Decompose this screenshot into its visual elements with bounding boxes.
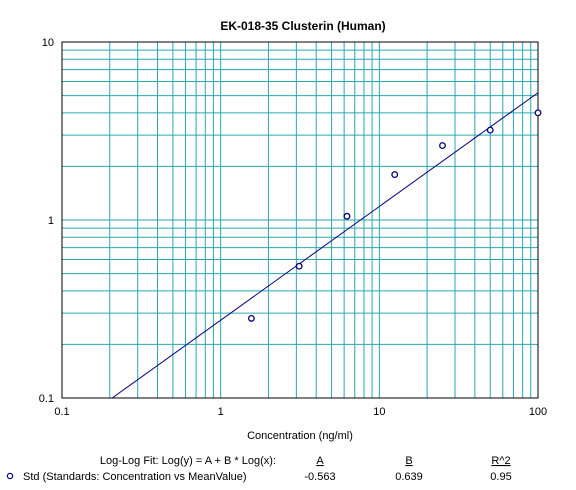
y-tick-labels: 0.1 1 10 <box>39 37 54 405</box>
fit-header-a: A <box>316 455 324 467</box>
data-point <box>439 142 446 149</box>
fit-value-b: 0.639 <box>395 471 423 483</box>
data-point <box>247 314 255 322</box>
fit-value-a: -0.563 <box>304 471 335 483</box>
data-points <box>247 109 542 322</box>
data-point <box>391 171 399 179</box>
legend-marker-icon <box>6 472 14 480</box>
x-tick-label: 0.1 <box>54 406 69 418</box>
legend-series-name: Std (Standards: Concentration vs MeanVal… <box>23 471 247 483</box>
plot-frame <box>61 41 539 399</box>
data-point <box>295 262 303 270</box>
chart-title: EK-018-35 Clusterin (Human) <box>220 19 385 33</box>
y-tick-label: 10 <box>42 37 54 49</box>
x-tick-labels: 0.1 1 10 100 <box>54 406 547 418</box>
fit-equation: Log-Log Fit: Log(y) = A + B * Log(x): <box>100 455 276 467</box>
y-tick-label: 0.1 <box>39 393 54 405</box>
x-tick-label: 1 <box>218 406 224 418</box>
x-axis-label: Concentration (ng/ml) <box>247 430 353 442</box>
data-point <box>343 212 351 220</box>
y-tick-label: 1 <box>48 215 54 227</box>
x-tick-label: 100 <box>529 406 547 418</box>
fit-value-r2: 0.95 <box>490 471 511 483</box>
fit-header-b: B <box>405 455 412 467</box>
grid-minor-y <box>62 49 538 345</box>
fit-header-r2: R^2 <box>491 455 510 467</box>
fit-line <box>111 92 539 399</box>
data-point <box>534 109 542 117</box>
data-point <box>486 126 494 134</box>
x-tick-label: 10 <box>373 406 385 418</box>
